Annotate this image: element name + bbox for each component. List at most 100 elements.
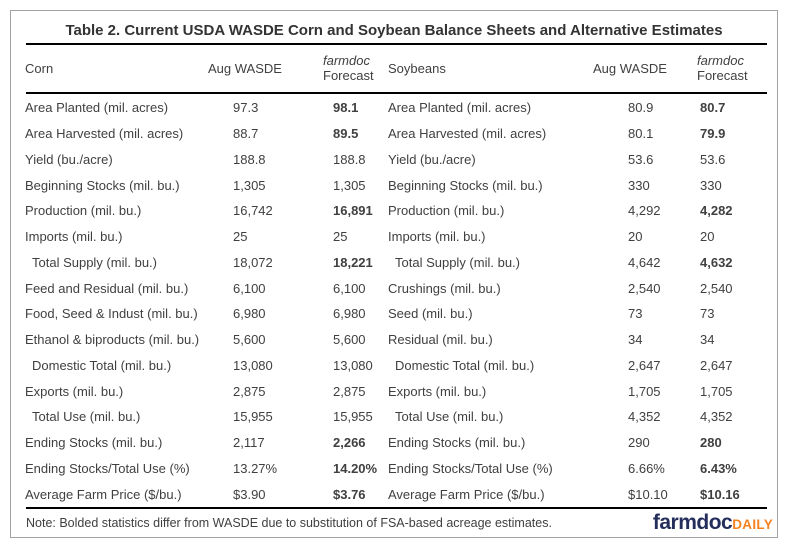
corn-aug-wasde-value: 88.7 <box>233 126 259 142</box>
corn-aug-wasde-value: 2,117 <box>233 435 265 451</box>
soy-aug-wasde-value: 53.6 <box>628 151 654 167</box>
corn-aug-wasde-value: $3.90 <box>233 486 266 502</box>
table-row: Area Planted (mil. acres) 97.3 98.1 Area Pl… <box>25 95 763 121</box>
corn-aug-wasde-value: 188.8 <box>233 151 266 167</box>
corn-farmdoc-forecast-value: 6,980 <box>333 306 366 322</box>
soy-farmdoc-forecast-value: 80.7 <box>700 100 726 116</box>
bottom-divider <box>26 507 767 509</box>
table-row: Ending Stocks/Total Use (%) 13.27% 14.20% E… <box>25 456 763 482</box>
soy-farmdoc-forecast-value: 2,540 <box>700 280 733 296</box>
soy-farmdoc-forecast-value: 53.6 <box>700 151 726 167</box>
table-row: Food, Seed & Indust (mil. bu.) 6,980 6,980… <box>25 301 763 327</box>
soy-aug-wasde-value: 4,292 <box>628 203 661 219</box>
corn-aug-wasde-value: 13.27% <box>233 460 278 476</box>
row-label-soybeans: Exports (mil. bu.) <box>388 383 487 399</box>
row-label-corn: Imports (mil. bu.) <box>25 229 123 245</box>
corn-farmdoc-forecast-value: 2,875 <box>333 383 366 399</box>
row-label-corn: Domestic Total (mil. bu.) <box>32 357 172 373</box>
corn-farmdoc-forecast-value: 5,600 <box>333 332 366 348</box>
corn-aug-wasde-value: 6,100 <box>233 280 266 296</box>
corn-farmdoc-forecast-value: 14.20% <box>333 460 378 476</box>
soy-farmdoc-forecast-value: 280 <box>700 435 722 451</box>
soy-aug-wasde-value: 20 <box>628 229 643 245</box>
title-divider <box>26 43 767 45</box>
soy-farmdoc-forecast-value: 4,352 <box>700 409 733 425</box>
soy-aug-wasde-value: 73 <box>628 306 643 322</box>
corn-farmdoc-forecast-value: 188.8 <box>333 151 366 167</box>
row-label-soybeans: Seed (mil. bu.) <box>388 306 473 322</box>
table-row: Beginning Stocks (mil. bu.) 1,305 1,305 Beg… <box>25 172 763 198</box>
soy-farmdoc-forecast-value: 34 <box>700 332 715 348</box>
row-label-corn: Beginning Stocks (mil. bu.) <box>25 177 180 193</box>
soy-aug-wasde-value: 290 <box>628 435 650 451</box>
table-header-row: Corn Aug WASDE farmdoc Forecast Soybeans… <box>25 45 763 91</box>
column-header-soy-farmdoc-forecast: farmdoc Forecast <box>697 53 763 83</box>
corn-aug-wasde-value: 13,080 <box>233 357 273 373</box>
row-label-corn: Area Harvested (mil. acres) <box>25 126 184 142</box>
table-row: Ethanol & biproducts (mil. bu.) 5,600 5,60… <box>25 327 763 353</box>
soy-farmdoc-forecast-value: 1,705 <box>700 383 733 399</box>
soy-aug-wasde-value: $10.10 <box>628 486 668 502</box>
corn-farmdoc-forecast-value: 13,080 <box>333 357 373 373</box>
row-label-soybeans: Total Supply (mil. bu.) <box>395 254 520 270</box>
farmdoc-daily-logo: farmdoc DAILY <box>653 511 773 535</box>
corn-farmdoc-forecast-value: 16,891 <box>333 203 373 219</box>
corn-aug-wasde-value: 6,980 <box>233 306 266 322</box>
soy-aug-wasde-value: 80.1 <box>628 126 654 142</box>
soy-farmdoc-forecast-value: 6.43% <box>700 460 737 476</box>
soy-farmdoc-forecast-value: 20 <box>700 229 715 245</box>
table-row: Area Harvested (mil. acres) 88.7 89.5 Area … <box>25 121 763 147</box>
row-label-soybeans: Yield (bu./acre) <box>388 151 476 167</box>
farmdoc-word: farmdoc <box>697 53 744 68</box>
table-row: Exports (mil. bu.) 2,875 2,875 Exports (mil… <box>25 378 763 404</box>
corn-farmdoc-forecast-value: 98.1 <box>333 100 359 116</box>
daily-logo-text: DAILY <box>732 516 773 532</box>
table-row: Yield (bu./acre) 188.8 188.8 Yield (bu./acr… <box>25 147 763 173</box>
table-title: Table 2. Current USDA WASDE Corn and Soy… <box>65 21 723 39</box>
table-row: Average Farm Price ($/bu.) $3.90 $3.76 Aver… <box>25 481 763 507</box>
row-label-corn: Total Use (mil. bu.) <box>32 409 141 425</box>
forecast-word: Forecast <box>323 68 374 83</box>
column-header-corn: Corn <box>25 60 54 76</box>
corn-aug-wasde-value: 15,955 <box>233 409 273 425</box>
row-label-corn: Ending Stocks (mil. bu.) <box>25 435 163 451</box>
corn-farmdoc-forecast-value: 6,100 <box>333 280 366 296</box>
column-header-soybeans: Soybeans <box>388 60 446 76</box>
soy-aug-wasde-value: 4,352 <box>628 409 661 425</box>
row-label-corn: Total Supply (mil. bu.) <box>32 254 157 270</box>
row-label-corn: Production (mil. bu.) <box>25 203 142 219</box>
soy-farmdoc-forecast-value: 73 <box>700 306 715 322</box>
soy-aug-wasde-value: 80.9 <box>628 100 654 116</box>
soy-farmdoc-forecast-value: 2,647 <box>700 357 733 373</box>
table-title-row: Table 2. Current USDA WASDE Corn and Soy… <box>11 17 777 43</box>
corn-farmdoc-forecast-value: 1,305 <box>333 177 366 193</box>
row-label-soybeans: Imports (mil. bu.) <box>388 229 486 245</box>
corn-farmdoc-forecast-value: 18,221 <box>333 254 373 270</box>
corn-farmdoc-forecast-value: 2,266 <box>333 435 366 451</box>
soy-farmdoc-forecast-value: $10.16 <box>700 486 740 502</box>
row-label-corn: Average Farm Price ($/bu.) <box>25 486 182 502</box>
table-row: Production (mil. bu.) 16,742 16,891 Product… <box>25 198 763 224</box>
row-label-corn: Yield (bu./acre) <box>25 151 113 167</box>
soy-farmdoc-forecast-value: 79.9 <box>700 126 726 142</box>
soy-farmdoc-forecast-value: 330 <box>700 177 722 193</box>
corn-aug-wasde-value: 16,742 <box>233 203 273 219</box>
row-label-corn: Area Planted (mil. acres) <box>25 100 169 116</box>
row-label-soybeans: Residual (mil. bu.) <box>388 332 493 348</box>
column-header-soy-aug-wasde: Aug WASDE <box>593 60 667 76</box>
table-row: Feed and Residual (mil. bu.) 6,100 6,100 Cr… <box>25 275 763 301</box>
row-label-soybeans: Crushings (mil. bu.) <box>388 280 501 296</box>
table-row: Total Supply (mil. bu.) 18,072 18,221 Total… <box>25 250 763 276</box>
soy-farmdoc-forecast-value: 4,632 <box>700 254 733 270</box>
table-body: Area Planted (mil. acres) 97.3 98.1 Area Pl… <box>25 95 763 507</box>
soy-aug-wasde-value: 330 <box>628 177 650 193</box>
corn-farmdoc-forecast-value: 15,955 <box>333 409 373 425</box>
row-label-soybeans: Domestic Total (mil. bu.) <box>395 357 535 373</box>
soy-aug-wasde-value: 34 <box>628 332 643 348</box>
corn-aug-wasde-value: 25 <box>233 229 248 245</box>
row-label-soybeans: Ending Stocks/Total Use (%) <box>388 460 553 476</box>
row-label-soybeans: Production (mil. bu.) <box>388 203 505 219</box>
row-label-corn: Ethanol & biproducts (mil. bu.) <box>25 332 200 348</box>
soy-farmdoc-forecast-value: 4,282 <box>700 203 733 219</box>
corn-farmdoc-forecast-value: $3.76 <box>333 486 366 502</box>
